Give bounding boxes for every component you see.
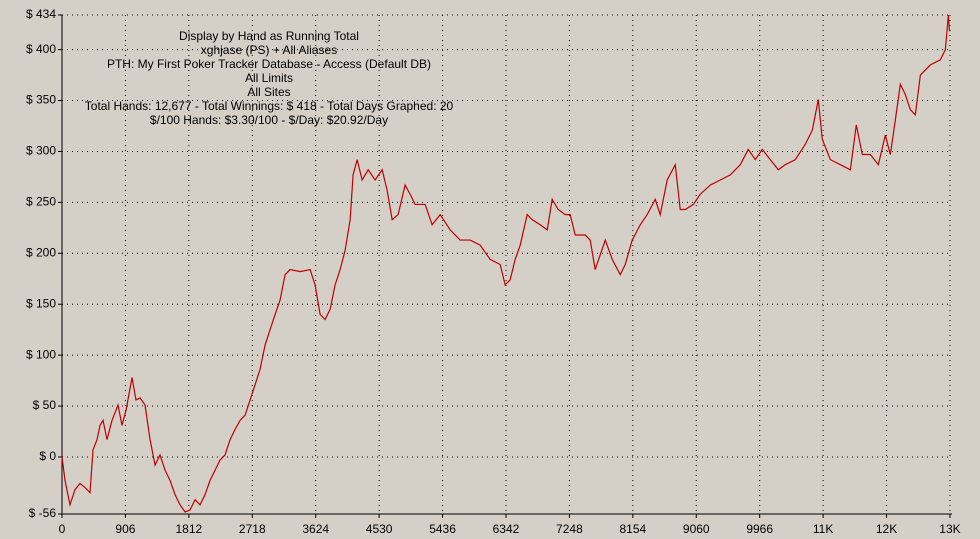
y-tick-label: $ 200 bbox=[26, 245, 56, 259]
y-tick-label: $ 100 bbox=[26, 347, 56, 361]
y-tick-label: $ 0 bbox=[39, 449, 56, 463]
x-tick-label: 8154 bbox=[619, 522, 646, 536]
x-tick-label: 5436 bbox=[429, 522, 456, 536]
annotation: $/100 Hands: $3.30/100 - $/Day: $20.92/D… bbox=[150, 113, 388, 127]
annotation: PTH: My First Poker Tracker Database - A… bbox=[107, 57, 431, 71]
x-tick-label: 11K bbox=[813, 522, 833, 536]
x-tick-label: 4530 bbox=[366, 522, 393, 536]
annotation: Display by Hand as Running Total bbox=[179, 29, 359, 43]
y-tick-label: $ 350 bbox=[26, 93, 56, 107]
annotation: Total Hands: 12,677 - Total Winnings: $ … bbox=[85, 99, 454, 113]
x-tick-label: 9966 bbox=[746, 522, 773, 536]
x-tick-label: 3624 bbox=[302, 522, 329, 536]
x-tick-label: 1812 bbox=[176, 522, 203, 536]
x-tick-label: 0 bbox=[59, 522, 66, 536]
y-tick-label: $ 300 bbox=[26, 144, 56, 158]
x-tick-label: 2718 bbox=[239, 522, 266, 536]
x-tick-label: 7248 bbox=[556, 522, 583, 536]
running-total-line bbox=[61, 14, 951, 513]
y-tick-label: $ 400 bbox=[26, 42, 56, 56]
y-tick-label: $ 434 bbox=[26, 7, 56, 21]
y-tick-label: $ 50 bbox=[33, 398, 57, 412]
y-tick-label: $ -56 bbox=[29, 506, 57, 520]
y-tick-label: $ 250 bbox=[26, 195, 56, 209]
x-tick-label: 6342 bbox=[493, 522, 520, 536]
x-tick-label: 13K bbox=[939, 522, 960, 536]
x-tick-label: 906 bbox=[115, 522, 135, 536]
y-tick-label: $ 150 bbox=[26, 296, 56, 310]
annotation: All Sites bbox=[247, 85, 290, 99]
annotation: All Limits bbox=[245, 71, 293, 85]
x-tick-label: 12K bbox=[876, 522, 897, 536]
annotation: xghjase (PS) + All Aliases bbox=[201, 43, 337, 57]
x-tick-label: 9060 bbox=[683, 522, 710, 536]
